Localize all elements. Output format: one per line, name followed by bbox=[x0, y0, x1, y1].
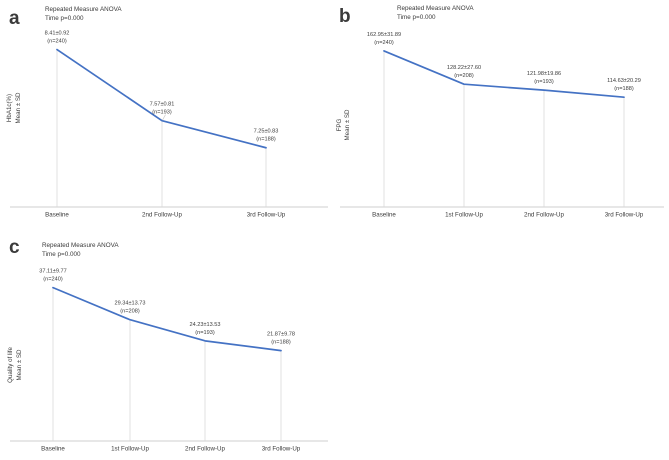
point-label: 162.95±31.89 bbox=[367, 32, 401, 38]
point-label: 24.23±13.53 bbox=[189, 322, 220, 328]
chart-subtitle: Time p=0.000 bbox=[397, 14, 436, 21]
y-axis-label: FPG bbox=[336, 118, 343, 131]
point-label: 121.98±19.86 bbox=[527, 71, 561, 77]
point-n-label: (n=193) bbox=[152, 110, 172, 116]
point-n-label: (n=188) bbox=[614, 86, 634, 92]
x-tick-label: Baseline bbox=[372, 212, 396, 219]
data-series-line bbox=[56, 48, 267, 149]
point-label: 128.22±27.60 bbox=[447, 65, 481, 71]
point-n-label: (n=240) bbox=[374, 40, 394, 46]
panel-c-chart: c Repeated Measure ANOVA Time p=0.000 Quali… bbox=[7, 237, 328, 453]
x-tick-label: 3rd Follow-Up bbox=[605, 212, 644, 219]
y-axis-label: Mean ± SD bbox=[344, 109, 351, 140]
panel-b-chart: b Repeated Measure ANOVA Time p=0.000 FPG Me… bbox=[336, 5, 664, 219]
y-axis-label: Quality of life bbox=[7, 347, 14, 383]
x-tick-label: Baseline bbox=[45, 212, 69, 219]
panel-a-chart: a Repeated Measure ANOVA Time p=0.000 HbA1c… bbox=[6, 6, 328, 219]
point-n-label: (n=208) bbox=[120, 309, 140, 315]
point-label: 29.34±13.73 bbox=[114, 301, 145, 307]
point-n-label: (n=193) bbox=[195, 330, 215, 336]
x-tick-label: 2nd Follow-Up bbox=[185, 446, 225, 453]
x-tick-label: 2nd Follow-Up bbox=[142, 212, 182, 219]
point-label: 7.25±0.83 bbox=[254, 129, 279, 135]
panel-letter: b bbox=[339, 6, 351, 27]
chart-subtitle: Time p=0.000 bbox=[45, 15, 84, 22]
point-label: 21.87±9.78 bbox=[267, 332, 295, 338]
point-label: 8.41±0.92 bbox=[45, 31, 70, 37]
data-series-line bbox=[383, 50, 625, 99]
y-axis-label: Mean ± SD bbox=[16, 349, 23, 380]
x-tick-label: 1st Follow-Up bbox=[111, 446, 149, 453]
label-leader-line bbox=[162, 114, 166, 121]
point-n-label: (n=208) bbox=[454, 73, 474, 79]
point-label: 114.63±20.29 bbox=[607, 78, 641, 84]
x-tick-label: 3rd Follow-Up bbox=[262, 446, 301, 453]
point-n-label: (n=193) bbox=[534, 79, 554, 85]
y-axis-label: Mean ± SD bbox=[15, 92, 22, 123]
point-label: 37.11±9.77 bbox=[39, 269, 67, 275]
point-label: 7.57±0.81 bbox=[150, 102, 175, 108]
data-series-line bbox=[52, 286, 282, 352]
chart-title: Repeated Measure ANOVA bbox=[45, 6, 122, 13]
panel-letter: a bbox=[9, 8, 20, 29]
chart-subtitle: Time p=0.000 bbox=[42, 251, 81, 258]
x-tick-label: 2nd Follow-Up bbox=[524, 212, 564, 219]
panel-letter: c bbox=[9, 237, 20, 258]
y-axis-label: HbA1c(%) bbox=[6, 94, 13, 122]
chart-title: Repeated Measure ANOVA bbox=[42, 242, 119, 249]
x-tick-label: 1st Follow-Up bbox=[445, 212, 483, 219]
x-tick-label: Baseline bbox=[41, 446, 65, 453]
chart-title: Repeated Measure ANOVA bbox=[397, 5, 474, 12]
point-n-label: (n=188) bbox=[271, 340, 291, 346]
point-n-label: (n=188) bbox=[256, 137, 276, 143]
point-n-label: (n=240) bbox=[47, 39, 67, 45]
x-tick-label: 3rd Follow-Up bbox=[247, 212, 286, 219]
point-n-label: (n=240) bbox=[43, 277, 63, 283]
